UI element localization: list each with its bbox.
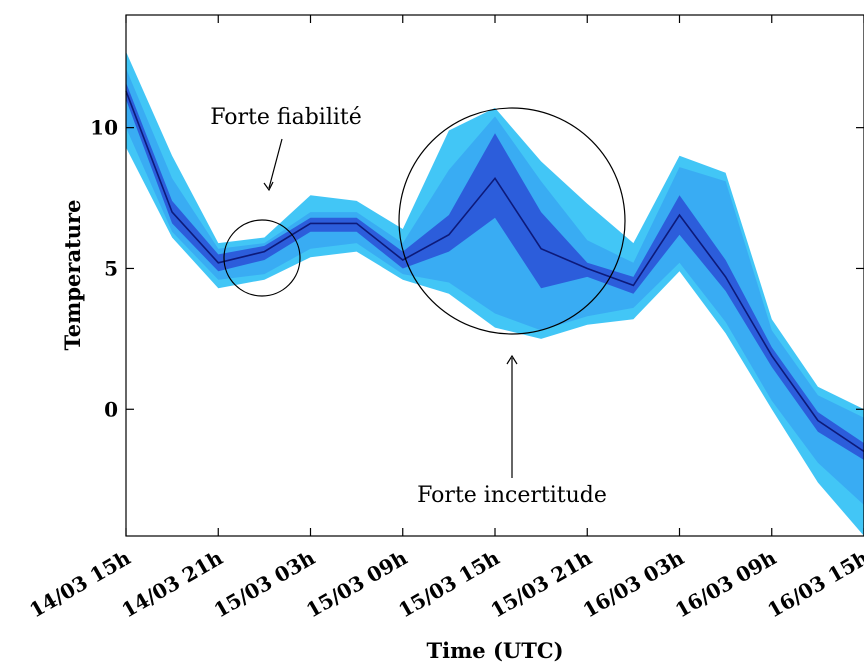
x-tick-label: 15/03 21h (486, 545, 596, 622)
annotation-text-high-reliability: Forte fiabilité (210, 105, 362, 130)
x-tick-label: 16/03 15h (763, 545, 864, 622)
x-tick-label: 15/03 15h (394, 545, 504, 622)
y-tick-label: 5 (104, 256, 118, 280)
mid-band (126, 68, 864, 505)
core-band (126, 82, 864, 460)
plot-area (125, 51, 864, 536)
annotation-arrowhead-large (506, 354, 518, 365)
x-tick-label: 14/03 15h (25, 545, 135, 622)
annotation-circle-small (223, 219, 301, 297)
y-tick-label: 10 (90, 116, 118, 140)
x-axis-title: Time (UTC) (426, 638, 563, 663)
y-tick-label: 0 (104, 397, 118, 421)
mean-line (125, 90, 864, 453)
envelope-band (126, 51, 864, 536)
x-tick-label: 14/03 21h (117, 545, 227, 622)
annotation-text-high-uncertainty: Forte incertitude (417, 483, 607, 508)
annotation-arrowhead-small (263, 181, 274, 192)
annotation-high-reliability: Forte fiabilité (210, 105, 362, 297)
y-axis-ticks: 0 5 10 (90, 116, 864, 421)
annotation-high-uncertainty: Forte incertitude (398, 107, 626, 508)
annotation-circle-large (398, 107, 626, 335)
x-tick-label: 16/03 09h (671, 545, 781, 622)
x-tick-label: 16/03 03h (579, 545, 689, 622)
x-tick-label: 15/03 03h (210, 545, 320, 622)
x-tick-label: 15/03 09h (302, 545, 412, 622)
y-axis-title: Temperature (60, 200, 85, 351)
annotation-arrow-small (268, 138, 283, 189)
